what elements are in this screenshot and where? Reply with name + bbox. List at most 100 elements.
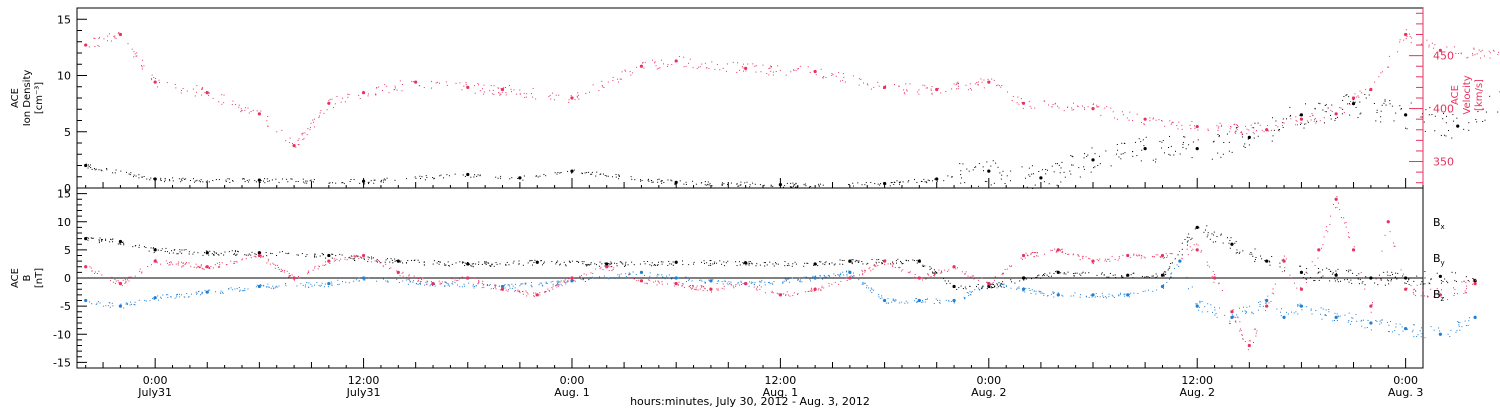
field-series-x-sample	[791, 265, 793, 267]
field-series-y-sample	[520, 283, 522, 285]
field-series-y-sample	[662, 276, 664, 278]
top-series-1-sample	[1478, 49, 1480, 51]
field-series-z-sample	[409, 277, 411, 279]
field-series-y-sample	[1201, 311, 1203, 313]
field-series-x-sample	[1171, 262, 1173, 264]
field-series-z-sample	[914, 273, 916, 275]
top-series-0-sample	[1083, 166, 1085, 168]
top-series-0-sample	[793, 184, 795, 186]
field-series-x-sample	[1133, 272, 1135, 274]
field-series-z-sample	[241, 259, 243, 261]
top-series-0-sample	[432, 177, 434, 179]
field-series-x-sample	[721, 263, 723, 265]
field-series-x-sample	[1011, 281, 1013, 283]
field-series-z-sample	[1166, 255, 1168, 257]
field-series-y-sample	[176, 294, 178, 296]
field-series-x-sample	[912, 259, 914, 261]
field-series-y-sample	[834, 275, 836, 277]
field-series-y-sample	[1413, 324, 1415, 326]
field-series-y-sample	[1438, 327, 1440, 329]
field-series-y-sample	[99, 302, 101, 304]
field-series-x-sample	[1184, 238, 1186, 240]
date-tick-label: Aug. 1	[554, 386, 589, 399]
field-series-z-sample	[1118, 256, 1120, 258]
field-series-x-sample	[714, 261, 716, 263]
top-series-0-sample	[803, 184, 805, 186]
field-series-z-point	[1334, 197, 1338, 201]
field-series-x-sample	[296, 254, 298, 256]
top-series-1-sample	[1399, 41, 1401, 43]
top-series-0-sample	[1183, 136, 1185, 138]
top-series-0-sample	[1226, 133, 1228, 135]
field-series-y-sample	[1201, 301, 1203, 303]
top-series-0-sample	[380, 180, 382, 182]
field-series-z-sample	[1290, 277, 1292, 279]
top-series-0-sample	[959, 163, 961, 165]
field-series-y-sample	[413, 280, 415, 282]
field-tick-label: -5	[60, 300, 71, 313]
top-series-1-sample	[667, 64, 669, 66]
top-series-1-sample	[692, 67, 694, 69]
field-series-x-sample	[1318, 279, 1320, 281]
field-series-z-sample	[390, 267, 392, 269]
top-series-1-sample	[930, 88, 932, 90]
top-series-0-sample	[737, 185, 739, 187]
top-series-0-sample	[153, 178, 155, 180]
top-series-1-sample	[1219, 122, 1221, 124]
field-series-z-sample	[1412, 292, 1414, 294]
top-series-0-sample	[951, 176, 953, 178]
field-series-z-sample	[1281, 271, 1283, 273]
field-series-x-sample	[756, 263, 758, 265]
top-series-0-sample	[740, 181, 742, 183]
field-series-x-sample	[1037, 275, 1039, 277]
field-series-x-sample	[1255, 256, 1257, 258]
field-series-x-sample	[764, 265, 766, 267]
top-series-0-sample	[381, 179, 383, 181]
field-series-x-sample	[1264, 260, 1266, 262]
top-series-0-sample	[335, 182, 337, 184]
field-series-x-sample	[1035, 277, 1037, 279]
velocity-axis-title-line1: ACE	[1450, 85, 1461, 105]
field-series-y-sample	[319, 285, 321, 287]
top-series-1-sample	[771, 65, 773, 67]
field-series-x-sample	[1163, 275, 1165, 277]
top-series-1-sample	[1278, 130, 1280, 132]
field-series-x-sample	[471, 263, 473, 265]
top-series-0-sample	[707, 181, 709, 183]
top-series-0-point	[935, 177, 939, 181]
top-series-0-sample	[1244, 146, 1246, 148]
top-series-1-sample	[701, 63, 703, 65]
field-series-x-sample	[90, 237, 92, 239]
field-series-x-sample	[693, 261, 695, 263]
field-series-z-sample	[1413, 288, 1415, 290]
field-series-y-sample	[112, 305, 114, 307]
field-series-z-sample	[695, 288, 697, 290]
field-series-x-sample	[305, 255, 307, 257]
field-series-x-sample	[1187, 240, 1189, 242]
field-series-z-sample	[195, 263, 197, 265]
top-series-1-sample	[958, 85, 960, 87]
top-series-0-sample	[1341, 113, 1343, 115]
field-series-z-sample	[478, 279, 480, 281]
field-series-y-sample	[1348, 319, 1350, 321]
field-series-x-sample	[745, 264, 747, 266]
field-series-x-sample	[179, 249, 181, 251]
field-series-x-sample	[436, 262, 438, 264]
field-series-x-sample	[315, 256, 317, 258]
top-series-0-sample	[85, 165, 87, 167]
field-series-x-sample	[530, 260, 532, 262]
top-series-0-sample	[535, 175, 537, 177]
field-series-z-sample	[592, 273, 594, 275]
field-series-z-sample	[735, 285, 737, 287]
field-series-x-sample	[651, 262, 653, 264]
top-series-1-sample	[238, 104, 240, 106]
field-series-y-sample	[1104, 296, 1106, 298]
top-series-0-sample	[1391, 105, 1393, 107]
field-series-y-sample	[970, 294, 972, 296]
top-series-1-sample	[516, 93, 518, 95]
field-series-y-sample	[1310, 308, 1312, 310]
field-series-z-sample	[717, 289, 719, 291]
field-series-y-sample	[1137, 292, 1139, 294]
field-series-y-sample	[842, 271, 844, 273]
top-series-1-sample	[1093, 103, 1095, 105]
